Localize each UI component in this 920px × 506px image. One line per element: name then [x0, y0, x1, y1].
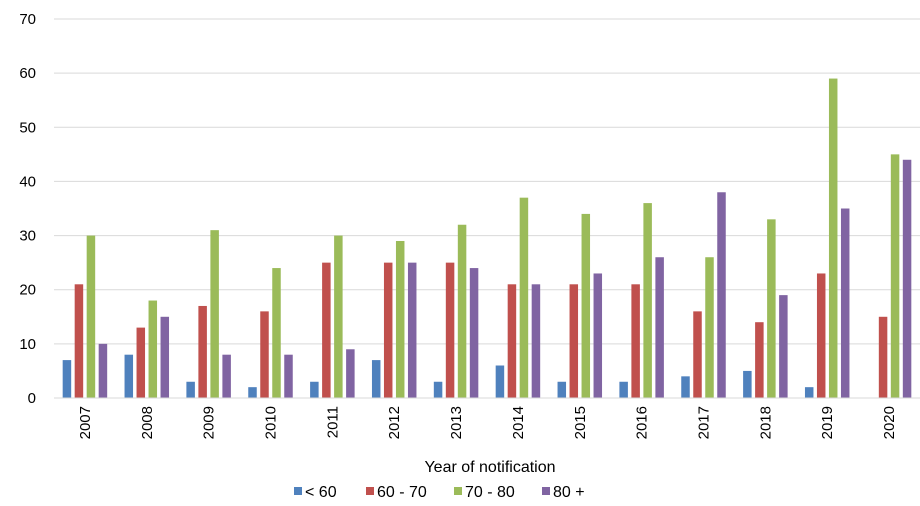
- bar: [136, 327, 146, 398]
- bar: [581, 213, 591, 398]
- x-tick-label: 2017: [696, 406, 713, 439]
- bar: [681, 376, 690, 398]
- x-tick-label: 2018: [757, 406, 774, 439]
- bar: [890, 154, 900, 398]
- legend: < 60 60 - 70 70 - 80 80 +: [294, 484, 585, 501]
- legend-label: < 60: [305, 484, 337, 501]
- x-tick-label: 2009: [201, 406, 218, 439]
- x-tick-label: 2010: [263, 406, 280, 439]
- bar: [507, 284, 517, 398]
- bar: [902, 159, 912, 398]
- bar: [222, 354, 231, 398]
- bar: [816, 273, 826, 398]
- x-tick-label: 2012: [386, 406, 403, 439]
- bar: [828, 78, 838, 398]
- bar: [693, 311, 702, 398]
- bar: [322, 262, 331, 398]
- y-tick-label: 0: [28, 390, 36, 407]
- legend-label: 80 +: [553, 484, 585, 501]
- bar: [779, 295, 788, 398]
- bar: [284, 354, 293, 398]
- bar: [495, 365, 505, 398]
- legend-label: 70 - 80: [465, 484, 515, 501]
- bar: [346, 349, 355, 398]
- bar: [593, 273, 603, 398]
- bar: [272, 268, 281, 398]
- bar: [74, 284, 84, 398]
- y-axis-ticks: 0 10 20 30 40 50 60 70: [19, 11, 36, 407]
- bar: [260, 311, 269, 398]
- bar: [407, 262, 417, 398]
- bar: [310, 381, 319, 398]
- legend-swatch: [366, 487, 374, 495]
- legend-swatch: [294, 487, 302, 495]
- y-tick-label: 10: [19, 336, 36, 353]
- bar: [767, 219, 776, 398]
- y-tick-label: 40: [19, 173, 36, 190]
- bar: [519, 197, 529, 398]
- y-tick-label: 50: [19, 119, 36, 136]
- bar: [717, 192, 726, 398]
- bar: [631, 284, 640, 398]
- bar: [371, 360, 381, 398]
- bar: [86, 235, 96, 398]
- bar: [755, 322, 764, 398]
- bar: [395, 240, 405, 398]
- legend-swatch: [542, 487, 550, 495]
- bar: [619, 381, 628, 398]
- bar: [445, 262, 455, 398]
- bar: [248, 387, 257, 398]
- bar: [148, 300, 158, 398]
- x-axis-title: Year of notification: [424, 459, 555, 476]
- bar: [743, 370, 752, 398]
- bar: [643, 203, 652, 398]
- legend-label: 60 - 70: [377, 484, 427, 501]
- x-tick-label: 2013: [448, 406, 465, 439]
- x-tick-label: 2019: [819, 406, 836, 439]
- bar: [457, 224, 467, 398]
- bar: [98, 343, 108, 398]
- bar: [198, 305, 207, 398]
- bar: [334, 235, 343, 398]
- bar: [569, 284, 579, 398]
- bar: [840, 208, 850, 398]
- bar: [124, 354, 134, 398]
- legend-swatch: [454, 487, 462, 495]
- bar: [655, 257, 664, 398]
- y-tick-label: 60: [19, 65, 36, 82]
- x-tick-label: 2014: [510, 406, 527, 439]
- x-tick-label: 2015: [572, 406, 589, 439]
- bar: [383, 262, 393, 398]
- x-tick-label: 2016: [634, 406, 651, 439]
- x-tick-label: 2007: [77, 406, 94, 439]
- x-tick-label: 2008: [139, 406, 156, 439]
- bar: [804, 387, 814, 398]
- bar: [62, 360, 72, 398]
- x-tick-label: 2020: [881, 406, 898, 439]
- y-tick-label: 20: [19, 282, 36, 299]
- bar: [210, 230, 219, 398]
- y-tick-label: 70: [19, 11, 36, 28]
- bars: [62, 78, 912, 398]
- bar: [557, 381, 567, 398]
- gridlines: [54, 18, 920, 345]
- bar: [531, 284, 541, 398]
- bar: [433, 381, 443, 398]
- bar: [878, 316, 888, 398]
- x-tick-label: 2011: [324, 406, 341, 438]
- y-tick-label: 30: [19, 228, 36, 245]
- bar: [705, 257, 714, 398]
- bar: [469, 268, 479, 398]
- bar: [160, 316, 170, 398]
- bar: [186, 381, 195, 398]
- x-axis-ticks: 2007 2008 2009 2010 2011 2012 2013 2014 2015 2016…: [77, 406, 898, 439]
